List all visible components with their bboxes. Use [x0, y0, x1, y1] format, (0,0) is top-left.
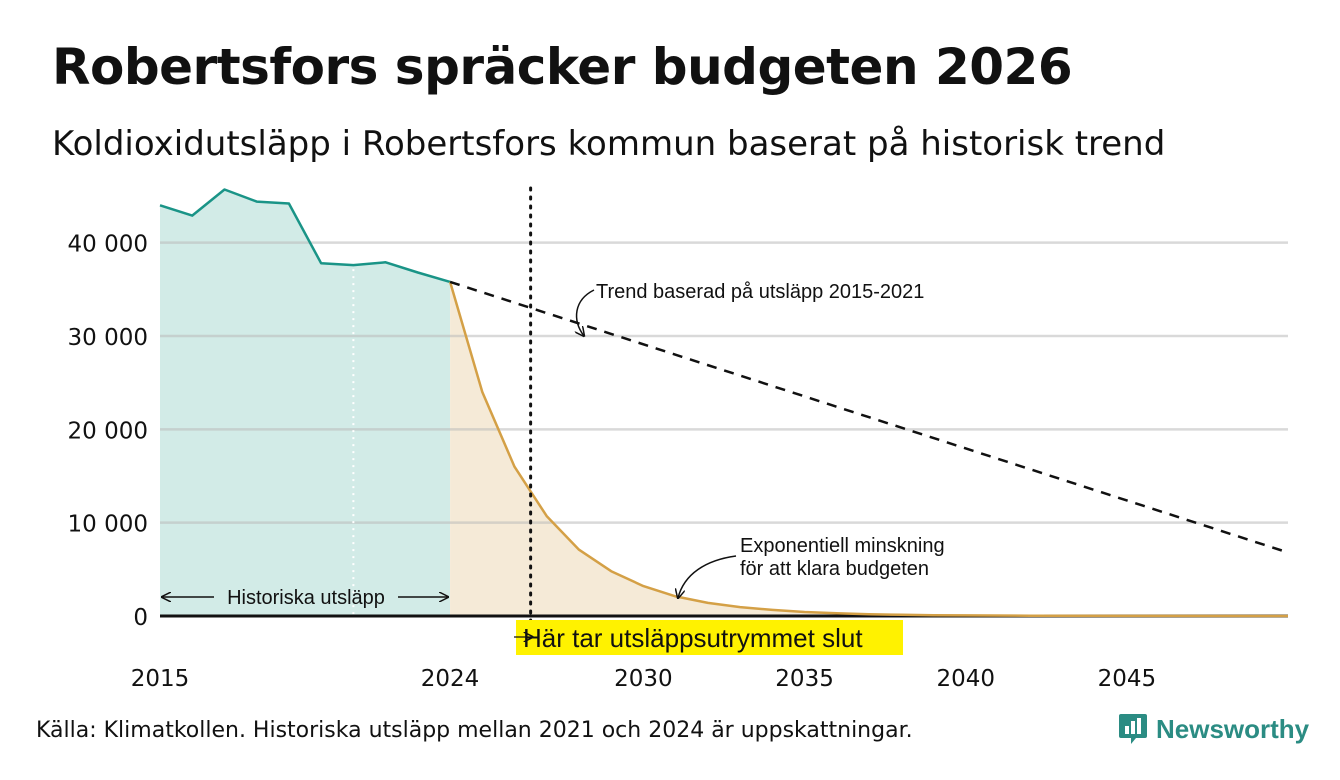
x-tick-label: 2015 [131, 666, 190, 692]
exponential-pointer [678, 555, 737, 598]
exponential-label-line1: Exponentiell minskning [740, 535, 945, 557]
x-tick-label: 2045 [1098, 666, 1157, 692]
chart-title: Robertsfors spräcker budgeten 2026 [52, 38, 1073, 96]
y-tick-label: 30 000 [68, 325, 148, 351]
y-tick-label: 20 000 [68, 418, 148, 444]
historic-line [159, 188, 451, 284]
historic-area [160, 189, 451, 616]
historic-label: Historiska utsläpp [227, 587, 385, 609]
exponential-label-line2: för att klara budgeten [740, 558, 929, 580]
x-tick-label: 2035 [775, 666, 834, 692]
trend-pointer [577, 289, 595, 336]
y-tick-label: 10 000 [68, 512, 148, 538]
x-tick-label: 2024 [421, 666, 480, 692]
y-tick-label: 0 [133, 605, 148, 631]
source-note: Källa: Klimatkollen. Historiska utsläpp … [36, 718, 913, 743]
trend-label: Trend baserad på utsläpp 2015-2021 [596, 281, 924, 303]
exponential-area [450, 281, 1288, 616]
budget-end-label: Här tar utsläppsutrymmet slut [523, 623, 863, 653]
x-tick-label: 2030 [614, 666, 673, 692]
y-tick-label: 40 000 [68, 232, 148, 258]
budget-end-highlight [516, 620, 903, 655]
brand-name: Newsworthy [1156, 713, 1310, 744]
newsworthy-icon [1119, 714, 1147, 744]
exponential-line [448, 281, 1289, 618]
chart-subtitle: Koldioxidutsläpp i Robertsfors kommun ba… [52, 124, 1166, 164]
newsworthy-logo: Newsworthy [1118, 712, 1309, 746]
trend-line [449, 280, 1289, 554]
x-tick-label: 2040 [936, 666, 995, 692]
